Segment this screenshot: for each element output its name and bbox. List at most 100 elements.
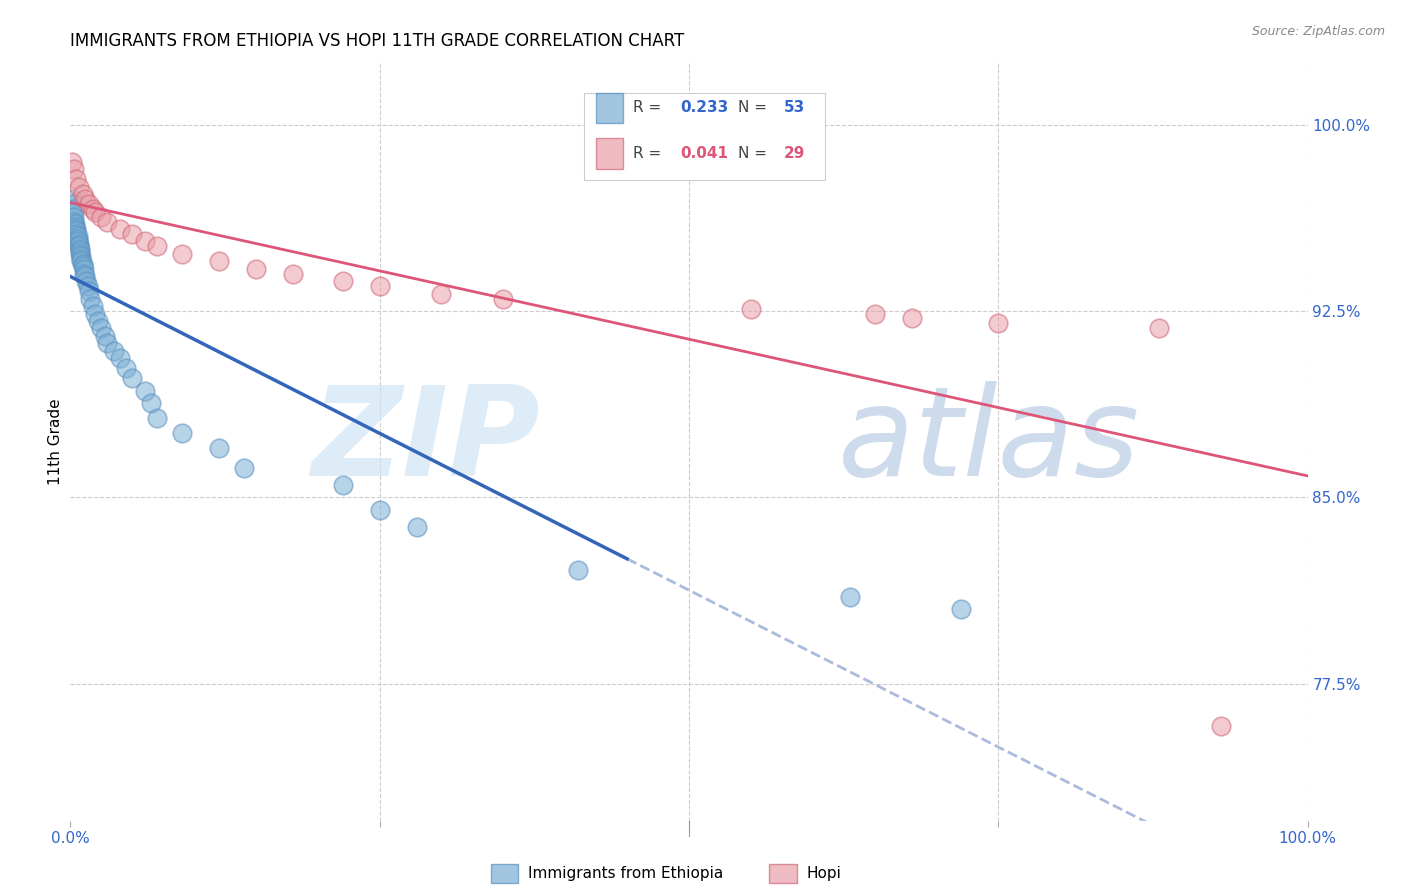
Point [77,197,100,211]
Point [70,249,93,263]
Point [84,306,107,320]
Point [170,247,193,261]
Point [69,247,91,261]
Point [368,279,391,293]
Point [567,563,589,577]
Point [170,425,193,440]
Text: Hopi: Hopi [807,866,841,881]
Text: N =: N = [738,146,772,161]
Point [103,343,125,358]
Text: 53: 53 [785,101,806,115]
Point [70,252,93,266]
Point [72,260,94,274]
Point [1147,321,1170,335]
Point [69,244,91,259]
Point [66,232,89,246]
Point [94,329,117,343]
Point [950,602,973,616]
Point [430,286,453,301]
Y-axis label: 11th Grade: 11th Grade [48,398,63,485]
Text: Source: ZipAtlas.com: Source: ZipAtlas.com [1251,25,1385,38]
Point [60,154,83,169]
FancyBboxPatch shape [583,93,825,180]
Point [75,192,97,206]
Point [65,172,87,186]
Point [332,478,354,492]
Point [281,267,304,281]
Point [134,235,156,249]
Point [838,590,860,604]
Point [69,242,91,256]
Point [75,269,97,284]
Point [67,236,90,251]
Point [67,179,90,194]
Point [232,460,254,475]
Point [65,222,87,236]
Point [63,162,86,177]
Point [67,239,90,253]
Point [405,520,427,534]
Point [63,210,86,224]
Point [65,217,87,231]
Point [79,292,101,306]
FancyBboxPatch shape [769,863,797,883]
Point [332,274,354,288]
Point [1209,719,1232,733]
Point [70,254,93,268]
Point [740,301,762,316]
Point [73,267,96,281]
Text: 0.233: 0.233 [681,101,728,115]
Point [900,311,922,326]
Point [121,227,143,241]
Point [65,227,87,241]
Point [492,292,515,306]
Point [66,229,89,244]
Point [134,384,156,398]
Point [72,257,94,271]
Point [86,314,108,328]
Text: Immigrants from Ethiopia: Immigrants from Ethiopia [529,866,723,881]
Text: 0.041: 0.041 [681,146,728,161]
Text: R =: R = [633,101,666,115]
Point [368,503,391,517]
Point [108,351,131,366]
Point [121,371,143,385]
Point [987,317,1010,331]
Point [90,210,112,224]
Point [146,411,169,425]
Text: R =: R = [633,146,666,161]
FancyBboxPatch shape [596,138,623,169]
Point [82,202,104,216]
Point [863,306,886,320]
Point [65,219,87,234]
Point [72,187,94,202]
Point [65,225,87,239]
Point [96,336,118,351]
Point [84,204,107,219]
Point [63,214,86,228]
Point [60,192,83,206]
Point [63,204,86,219]
Point [208,254,231,268]
Text: ZIP: ZIP [312,381,540,502]
Point [62,202,84,216]
Point [76,279,98,293]
Point [77,284,100,298]
Point [208,441,231,455]
Point [75,274,97,288]
Point [108,222,131,236]
Text: IMMIGRANTS FROM ETHIOPIA VS HOPI 11TH GRADE CORRELATION CHART: IMMIGRANTS FROM ETHIOPIA VS HOPI 11TH GR… [70,32,685,50]
Point [115,361,138,376]
FancyBboxPatch shape [596,93,623,123]
Point [245,261,267,276]
FancyBboxPatch shape [491,863,519,883]
Text: N =: N = [738,101,772,115]
Point [82,299,104,313]
Point [139,396,162,410]
Point [73,261,96,276]
Point [96,214,118,228]
Text: 29: 29 [785,146,806,161]
Text: atlas: atlas [838,381,1139,502]
Point [66,235,89,249]
Point [62,197,84,211]
